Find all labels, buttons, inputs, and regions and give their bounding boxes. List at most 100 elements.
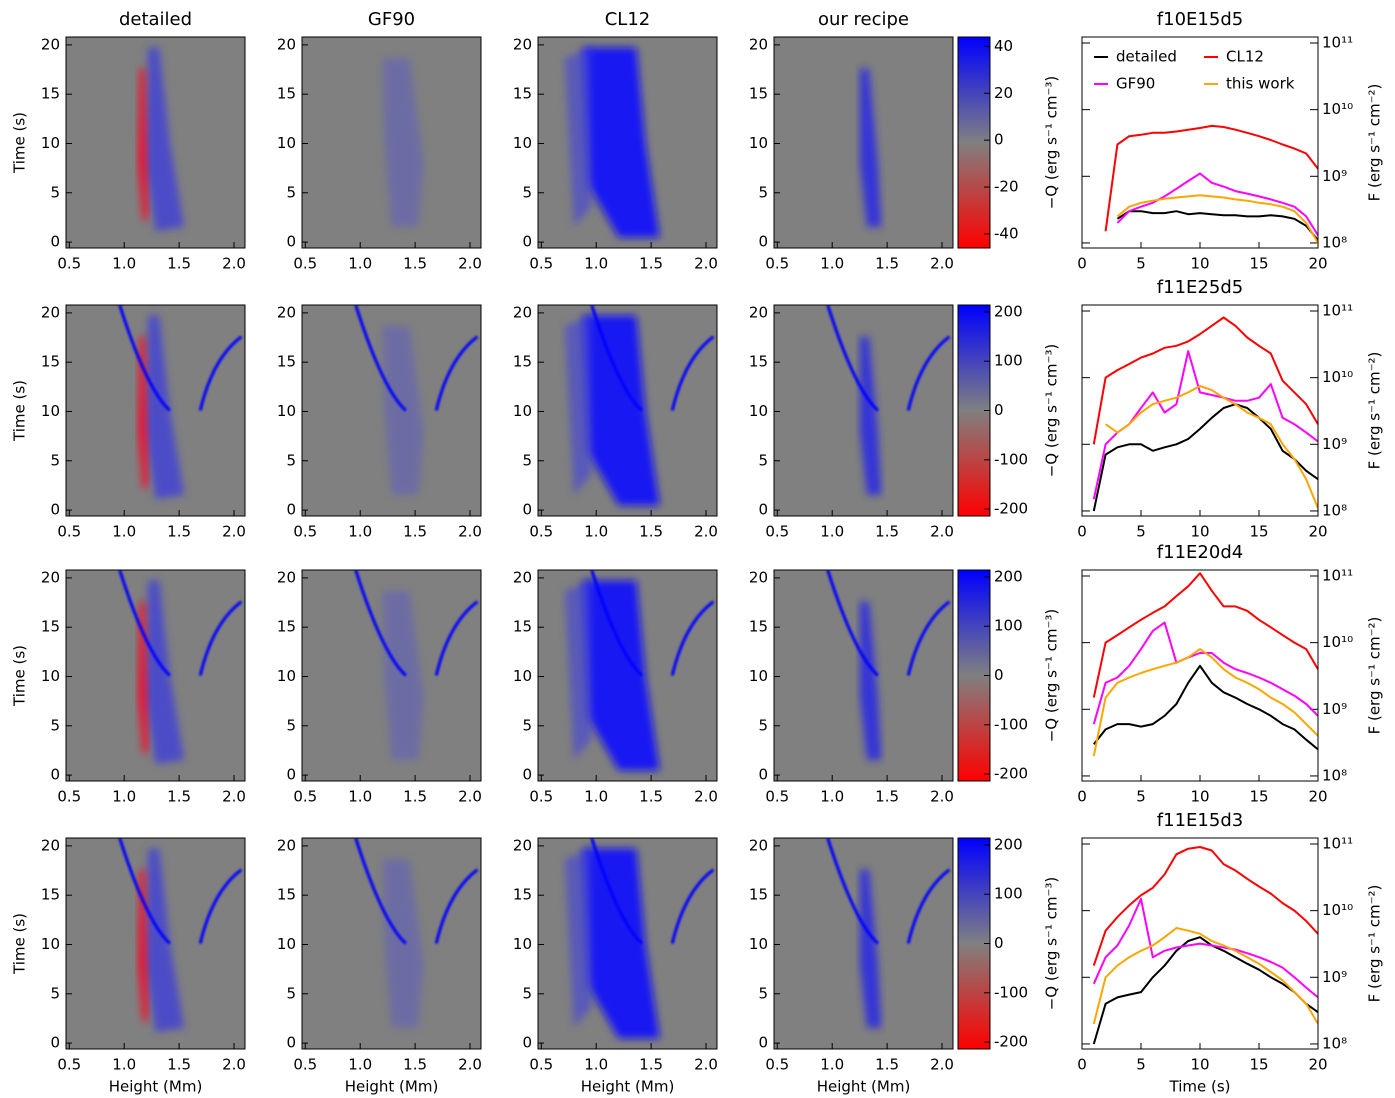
y-tick-label: 10	[41, 134, 60, 152]
y-tick-label: 0	[758, 233, 768, 251]
x-tick-label: 15	[1249, 1056, 1268, 1074]
axes-frame	[773, 36, 954, 249]
heatmap	[66, 838, 245, 1049]
heat-feature	[582, 848, 660, 1039]
x-tick-label: 1.5	[639, 788, 663, 806]
x-tick-label: 10	[1190, 1056, 1209, 1074]
x-tick-label: 0	[1077, 523, 1087, 541]
y-tick-label: 0	[50, 1034, 60, 1052]
x-tick-label: 1.0	[112, 1056, 136, 1074]
x-tick-label: 0.5	[293, 255, 317, 273]
plot-lines	[1092, 572, 1318, 757]
column-title: CL12	[605, 9, 651, 30]
series-line	[1092, 572, 1318, 698]
x-tick-label: 0.5	[529, 255, 553, 273]
y-axis-label: Time (s)	[11, 380, 29, 442]
y-tick-label: 20	[749, 35, 768, 53]
x-tick-label: 15	[1249, 788, 1268, 806]
y-tick-label: 0	[758, 501, 768, 519]
heat-feature	[564, 580, 592, 760]
y-tick-label: 10	[749, 402, 768, 420]
x-tick-label: 1.0	[112, 255, 136, 273]
x-axis-label: Height (Mm)	[817, 1078, 911, 1096]
axes-frame	[301, 837, 482, 1050]
x-tick-label: 1.0	[820, 523, 844, 541]
x-tick-label: 1.0	[584, 788, 608, 806]
y-tick-label: 5	[522, 984, 532, 1002]
y-tick-label: 10	[277, 935, 296, 953]
axes-frame	[537, 569, 718, 782]
axes-frame	[1081, 837, 1319, 1050]
y-tick-label: 15	[513, 85, 532, 103]
y-tick-label: 10	[749, 667, 768, 685]
y-tick-label: 5	[522, 716, 532, 734]
heat-front	[354, 838, 407, 945]
y-tick-label: 10	[749, 935, 768, 953]
legend-label: this work	[1226, 75, 1295, 93]
x-tick-label: 1.5	[875, 255, 899, 273]
y-tick-label: 0	[286, 1034, 296, 1052]
chart-title: f11E20d4	[1157, 542, 1243, 563]
series-line	[1092, 846, 1318, 966]
y-tick-label: 5	[522, 451, 532, 469]
y-tick-label: 0	[522, 501, 532, 519]
y-tick-label: 0	[758, 766, 768, 784]
y-tick-label: 10	[277, 402, 296, 420]
y-tick-label: 10⁸	[1322, 501, 1347, 519]
x-axis-label: Height (Mm)	[345, 1078, 439, 1096]
y-tick-label: 15	[41, 886, 60, 904]
y-tick-label: 20	[277, 35, 296, 53]
x-tick-label: 2.0	[694, 255, 718, 273]
chart-title: f11E25d5	[1157, 277, 1243, 298]
heat-feature	[564, 315, 592, 495]
legend-label: GF90	[1116, 75, 1155, 93]
heat-feature	[564, 47, 592, 227]
y-tick-label: 0	[50, 766, 60, 784]
x-tick-label: 0.5	[529, 1056, 553, 1074]
x-tick-label: 0.5	[57, 1056, 81, 1074]
chart-title: f10E15d5	[1157, 9, 1243, 30]
heat-front	[670, 868, 715, 944]
series-line	[1092, 897, 1318, 999]
y-tick-label: 5	[50, 716, 60, 734]
colorbar-label: −Q (erg s⁻¹ cm⁻³)	[1043, 877, 1061, 1011]
axes-frame	[301, 304, 482, 517]
axes-frame	[1081, 304, 1319, 517]
y-tick-label: 10	[277, 667, 296, 685]
heat-feature	[382, 591, 424, 760]
x-tick-label: 1.0	[348, 788, 372, 806]
y-tick-label: 10	[513, 935, 532, 953]
heatmap	[538, 305, 717, 516]
x-tick-label: 1.5	[167, 523, 191, 541]
axes-frame	[537, 304, 718, 517]
x-tick-label: 0.5	[293, 523, 317, 541]
y-tick-label: 5	[286, 984, 296, 1002]
y-tick-label: 20	[41, 35, 60, 53]
colorbar-tick-label: 0	[994, 131, 1004, 149]
axes-frame	[773, 837, 954, 1050]
y-tick-label: 15	[277, 85, 296, 103]
y-tick-label: 10⁸	[1322, 1034, 1347, 1052]
x-tick-label: 1.5	[403, 1056, 427, 1074]
colorbar-tick-label: -200	[994, 500, 1028, 518]
heatmap	[302, 570, 481, 781]
y-tick-label: 15	[749, 886, 768, 904]
x-tick-label: 20	[1308, 523, 1327, 541]
y-tick-label: 5	[758, 984, 768, 1002]
y-tick-label: 15	[513, 886, 532, 904]
heat-front	[198, 600, 243, 676]
x-tick-label: 1.5	[167, 1056, 191, 1074]
x-tick-label: 1.5	[167, 788, 191, 806]
heat-front	[434, 868, 479, 944]
heat-feature	[859, 336, 882, 495]
heat-feature	[144, 848, 185, 1033]
y-tick-label: 10⁹	[1322, 700, 1347, 718]
y-tick-label: 0	[286, 501, 296, 519]
x-tick-label: 1.5	[875, 788, 899, 806]
series-line	[1092, 403, 1318, 512]
series-line	[1116, 194, 1318, 244]
x-tick-label: 1.5	[875, 1056, 899, 1074]
plot-lines	[1104, 124, 1318, 244]
series-line	[1093, 664, 1318, 751]
heat-feature	[382, 859, 424, 1028]
